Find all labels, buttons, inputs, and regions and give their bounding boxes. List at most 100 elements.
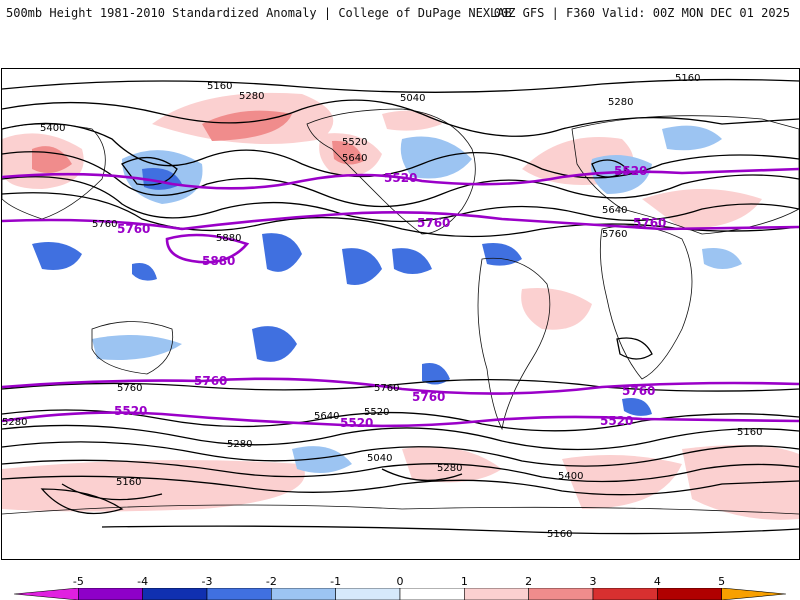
anomaly-positive-blob xyxy=(682,445,799,520)
contour-label: 5400 xyxy=(558,471,583,482)
anomaly-negative-blob xyxy=(262,233,302,272)
anomaly-negative-blob xyxy=(591,155,652,194)
contour-label-purple: 5520 xyxy=(340,416,373,430)
contour-label-purple: 5520 xyxy=(614,164,647,178)
anomaly-negative-blob xyxy=(342,248,382,285)
colorbar-segment xyxy=(528,588,594,600)
colorbar-segment xyxy=(335,588,401,600)
contour-line xyxy=(2,99,799,137)
anomaly-negative-blob xyxy=(252,326,297,362)
south-america-outline xyxy=(477,257,551,431)
contour-label: 5280 xyxy=(227,439,252,450)
height-contours xyxy=(2,78,799,535)
contour-label: 5160 xyxy=(737,427,762,438)
contour-line xyxy=(591,159,628,178)
contour-5880-ring xyxy=(165,233,250,264)
contour-line xyxy=(2,459,799,483)
contour-label: 5160 xyxy=(547,529,572,540)
contour-label: 5640 xyxy=(602,205,627,216)
contour-line xyxy=(2,78,799,93)
contour-line xyxy=(2,424,799,451)
contour-label-purple: 5760 xyxy=(417,216,450,230)
contour-label-purple: 5880 xyxy=(202,254,235,268)
colorbar-tick-label: 1 xyxy=(461,575,468,588)
anomaly-map: 5160 5280 5040 5400 5520 5640 5760 5880 … xyxy=(1,68,800,560)
contour-label: 5280 xyxy=(239,91,264,102)
colorbar-segment xyxy=(142,588,208,600)
contour-label: 5040 xyxy=(400,93,425,104)
coastlines xyxy=(2,108,799,515)
contour-label: 5880 xyxy=(216,233,241,244)
contour-label: 5520 xyxy=(364,407,389,418)
colorbar-tick-label: 2 xyxy=(525,575,532,588)
contour-label: 5520 xyxy=(342,137,367,148)
contour-label: 5040 xyxy=(367,453,392,464)
colorbar-tick-label: -5 xyxy=(73,575,84,588)
colorbar-tick-label: 0 xyxy=(397,575,404,588)
contour-label: 5640 xyxy=(314,411,339,422)
contour-label: 5400 xyxy=(40,123,65,134)
contour-label: 5280 xyxy=(437,463,462,474)
africa-outline xyxy=(599,225,693,380)
anomaly-negative-blob xyxy=(400,136,472,179)
colorbar-tick-label: -3 xyxy=(202,575,213,588)
positive-anomaly-shading xyxy=(2,92,799,520)
contour-labels: 5160 5280 5040 5400 5520 5640 5760 5880 … xyxy=(2,73,762,540)
contour-label-purple: 5520 xyxy=(600,414,633,428)
contour-label: 5160 xyxy=(207,81,232,92)
anomaly-negative-blob xyxy=(32,241,82,270)
colorbar-tick-label: 4 xyxy=(654,575,661,588)
contour-label-purple: 5760 xyxy=(117,222,150,236)
anomaly-positive-blob xyxy=(2,460,305,512)
anomaly-negative-blob xyxy=(92,335,182,360)
map-title: 500mb Height 1981-2010 Standardized Anom… xyxy=(6,6,512,20)
colorbar-tick-label: 5 xyxy=(718,575,725,588)
colorbar-segment xyxy=(399,588,465,600)
contour-label: 5760 xyxy=(374,383,399,394)
key-contours xyxy=(2,167,799,428)
anomaly-negative-blob xyxy=(292,446,352,473)
colorbar-segment xyxy=(271,588,336,600)
north-america-outline xyxy=(306,108,476,235)
contour-label: 5760 xyxy=(117,383,142,394)
anomaly-positive-blob xyxy=(382,110,442,131)
australia-outline xyxy=(91,321,174,375)
anomaly-positive-blob xyxy=(202,110,292,141)
anomaly-positive-blob xyxy=(521,288,592,330)
contour-line xyxy=(2,441,799,467)
anomaly-negative-blob xyxy=(422,363,450,385)
contour-label: 5280 xyxy=(2,417,27,428)
contour-line xyxy=(40,488,124,515)
anomaly-negative-blob xyxy=(702,248,742,269)
contour-label-purple: 5760 xyxy=(633,216,666,230)
anomaly-negative-blob xyxy=(622,398,652,416)
colorbar-tick-label: -1 xyxy=(330,575,341,588)
colorbar-segments xyxy=(14,588,786,600)
colorbar-tick-label: 3 xyxy=(590,575,597,588)
contour-label-purple: 5760 xyxy=(194,374,227,388)
contour-5520-north xyxy=(2,167,799,190)
colorbar-segment xyxy=(657,588,722,600)
colorbar-segment xyxy=(464,588,529,600)
contour-label: 5760 xyxy=(602,229,627,240)
contour-line xyxy=(2,176,799,223)
colorbar-tick-label: -2 xyxy=(266,575,277,588)
anomaly-positive-blob xyxy=(32,146,72,173)
contour-line xyxy=(616,337,653,360)
anomaly-negative-blob xyxy=(132,263,157,281)
contour-label: 5160 xyxy=(116,477,141,488)
antarctica-outline xyxy=(2,504,799,515)
contour-5760-north xyxy=(2,211,799,231)
contour-label-purple: 5760 xyxy=(622,384,655,398)
colorbar-segment xyxy=(78,588,143,600)
contour-line xyxy=(101,525,799,535)
contour-label: 5640 xyxy=(342,153,367,164)
colorbar-segment xyxy=(14,588,79,600)
contour-line xyxy=(121,157,178,186)
colorbar-tick-labels: -5 -4 -3 -2 -1 0 1 2 3 4 5 xyxy=(73,575,725,588)
colorbar-segment xyxy=(592,588,658,600)
contour-5520-south xyxy=(2,411,799,428)
contour-line xyxy=(381,468,463,482)
colorbar xyxy=(14,588,786,600)
colorbar-segment xyxy=(721,588,786,600)
